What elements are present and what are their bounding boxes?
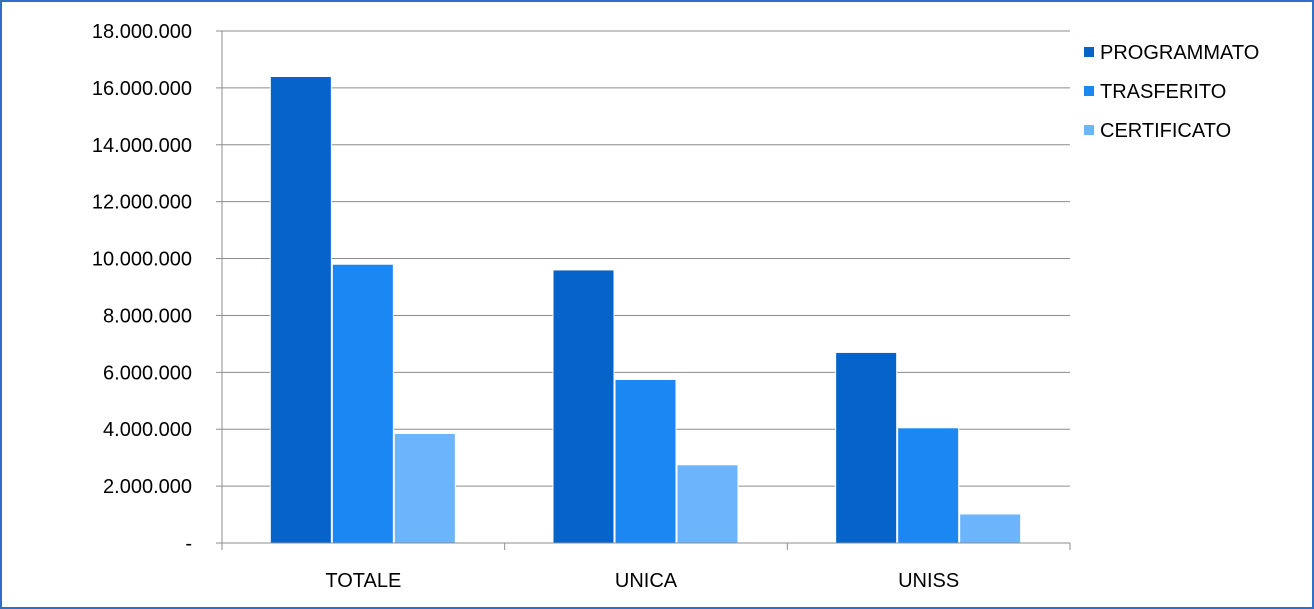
legend-label: CERTIFICATO bbox=[1100, 120, 1231, 142]
y-tick-label: - bbox=[185, 533, 192, 555]
legend-swatch bbox=[1084, 86, 1094, 96]
legend-label: PROGRAMMATO bbox=[1100, 42, 1259, 64]
bar-programmato-totale bbox=[269, 76, 332, 544]
legend: PROGRAMMATO TRASFERITO CERTIFICATO bbox=[1084, 42, 1259, 142]
y-tick-label: 10.000.000 bbox=[92, 249, 192, 271]
y-tick-label: 6.000.000 bbox=[103, 362, 192, 384]
bar-programmato-unica bbox=[552, 269, 615, 544]
bars bbox=[269, 76, 1022, 544]
bar-trasferito-uniss bbox=[897, 427, 960, 544]
bar-programmato-uniss bbox=[835, 351, 898, 544]
bar-certificato-uniss bbox=[959, 513, 1022, 544]
y-tick-label: 4.000.000 bbox=[103, 419, 192, 441]
x-tick-label: UNISS bbox=[898, 570, 959, 592]
x-tick-label: UNICA bbox=[615, 570, 678, 592]
bar-trasferito-totale bbox=[331, 263, 394, 544]
axes: - 2.000.000 4.000.000 6.000.000 8.000.000 10.… bbox=[92, 21, 1071, 592]
y-tick-label: 8.000.000 bbox=[103, 305, 192, 327]
bar-trasferito-unica bbox=[614, 378, 677, 544]
bar-certificato-totale bbox=[393, 432, 456, 544]
bar-certificato-unica bbox=[676, 464, 739, 544]
legend-swatch bbox=[1084, 125, 1094, 135]
y-tick-label: 14.000.000 bbox=[92, 135, 192, 157]
legend-swatch bbox=[1084, 47, 1094, 57]
legend-label: TRASFERITO bbox=[1100, 81, 1226, 103]
x-tick-label: TOTALE bbox=[325, 570, 401, 592]
y-tick-label: 12.000.000 bbox=[92, 192, 192, 214]
y-tick-label: 18.000.000 bbox=[92, 21, 192, 43]
y-tick-label: 2.000.000 bbox=[103, 476, 192, 498]
y-tick-label: 16.000.000 bbox=[92, 78, 192, 100]
